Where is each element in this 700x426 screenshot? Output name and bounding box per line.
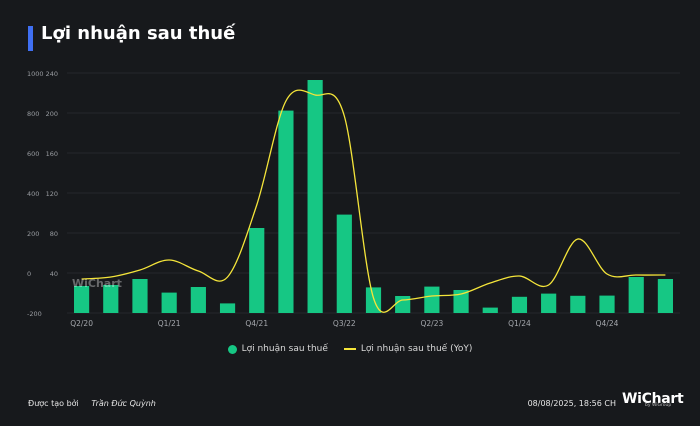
profit-bar	[599, 295, 615, 313]
yoy-line	[81, 89, 666, 313]
profit-bar	[161, 292, 177, 313]
profit-bar	[219, 303, 236, 313]
profit-bar	[424, 286, 440, 313]
profit-bar	[657, 279, 673, 313]
chart-watermark: WiChart	[72, 277, 122, 290]
profit-bar	[453, 290, 469, 313]
legend-line-label: Lợi nhuận sau thuế (YoY)	[360, 344, 473, 354]
y-axis-left-tick: 600	[27, 150, 39, 158]
profit-bar	[249, 228, 265, 313]
profit-bar	[278, 110, 294, 313]
wichart-logo[interactable]: WiChart by WiGroup	[622, 388, 684, 412]
page-title: Lợi nhuận sau thuế	[41, 23, 236, 44]
profit-bar	[103, 285, 119, 313]
x-axis-tick: Q4/24	[596, 319, 619, 328]
y-axis-left-tick: 0	[27, 270, 31, 278]
y-axis-right-tick: 80	[50, 230, 58, 238]
profit-bar	[74, 286, 90, 313]
profit-bar	[541, 293, 557, 313]
profit-bar	[190, 287, 206, 313]
y-axis-left-tick: 200	[27, 230, 39, 238]
brand-name: WiChart	[622, 391, 684, 407]
chart-legend: Lợi nhuận sau thuế Lợi nhuận sau thuế (Y…	[0, 344, 700, 354]
profit-bar	[132, 279, 148, 313]
y-axis-right-tick: 40	[50, 270, 58, 278]
legend-line-swatch	[343, 348, 356, 350]
x-axis-tick: Q2/23	[421, 319, 444, 328]
y-axis-left-tick: -200	[27, 310, 42, 318]
profit-bar	[570, 295, 586, 313]
x-axis-tick: Q4/21	[245, 319, 268, 328]
y-axis-right-tick: 240	[46, 70, 58, 78]
x-axis-tick: Q1/21	[158, 319, 181, 328]
profit-bar	[336, 214, 352, 313]
profit-bar	[307, 80, 323, 313]
y-axis-right-tick: 160	[46, 150, 58, 158]
profit-bar	[395, 296, 411, 313]
title-accent-bar	[28, 26, 33, 51]
x-axis-tick: Q3/22	[333, 319, 356, 328]
footer-created-by: Được tạo bởi	[28, 399, 79, 408]
y-axis-right-tick: 120	[46, 190, 58, 198]
y-axis-left-tick: 800	[27, 110, 39, 118]
y-axis-right-tick: 200	[46, 110, 58, 118]
profit-bar	[511, 296, 528, 313]
y-axis-left-tick: 400	[27, 190, 39, 198]
legend-item-line[interactable]: Lợi nhuận sau thuế (YoY)	[343, 344, 473, 354]
footer-timestamp: 08/08/2025, 18:56 CH	[527, 399, 616, 408]
legend-item-bar[interactable]: Lợi nhuận sau thuế	[227, 344, 328, 354]
footer-author: Trần Đức Quỳnh	[91, 399, 156, 408]
footer-credit: Được tạo bởi Trần Đức Quỳnh	[28, 399, 156, 408]
y-axis-left-tick: 1000	[27, 70, 44, 78]
profit-bar	[482, 307, 498, 313]
profit-bar	[628, 277, 644, 313]
legend-bar-swatch	[227, 344, 237, 354]
brand-sub: by WiGroup	[645, 403, 672, 408]
x-axis-tick: Q1/24	[508, 319, 531, 328]
legend-bar-label: Lợi nhuận sau thuế	[241, 344, 328, 354]
x-axis-tick: Q2/20	[70, 319, 93, 328]
